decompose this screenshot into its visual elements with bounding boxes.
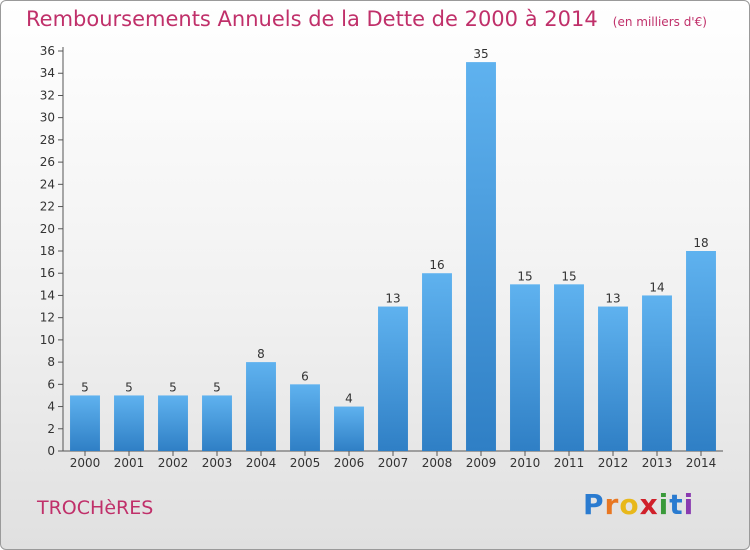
x-tick-label: 2013 <box>642 456 673 470</box>
bar <box>246 362 276 451</box>
bar-value-label: 13 <box>605 292 620 306</box>
y-tick-label: 22 <box>40 200 55 214</box>
y-tick-label: 24 <box>40 177 55 191</box>
y-tick-label: 16 <box>40 266 55 280</box>
bar-value-label: 5 <box>169 380 177 394</box>
bar <box>290 384 320 451</box>
logo-letter: o <box>619 488 640 521</box>
logo-letter: x <box>639 488 659 521</box>
x-tick-label: 2011 <box>554 456 585 470</box>
logo-letter: i <box>658 488 670 521</box>
bar-value-label: 15 <box>561 269 576 283</box>
logo-letter: t <box>669 488 684 521</box>
bar <box>114 395 144 451</box>
y-tick-label: 2 <box>47 422 55 436</box>
bar-value-label: 35 <box>473 47 488 61</box>
x-tick-label: 2012 <box>598 456 629 470</box>
bar <box>378 306 408 451</box>
y-tick-label: 6 <box>47 377 55 391</box>
bar <box>554 284 584 451</box>
bar <box>202 395 232 451</box>
y-tick-label: 12 <box>40 311 55 325</box>
chart-title: Remboursements Annuels de la Dette de 20… <box>26 7 598 31</box>
x-tick-label: 2005 <box>290 456 321 470</box>
x-tick-label: 2004 <box>246 456 277 470</box>
y-tick-label: 0 <box>47 444 55 458</box>
bar <box>466 62 496 451</box>
y-tick-label: 10 <box>40 333 55 347</box>
bar-value-label: 16 <box>429 258 444 272</box>
y-tick-label: 34 <box>40 66 55 80</box>
bar-value-label: 18 <box>693 236 708 250</box>
bar <box>422 273 452 451</box>
x-tick-label: 2000 <box>70 456 101 470</box>
x-tick-label: 2014 <box>686 456 717 470</box>
bar-value-label: 8 <box>257 347 265 361</box>
y-tick-label: 14 <box>40 288 55 302</box>
x-tick-label: 2002 <box>158 456 189 470</box>
logo-letter: r <box>604 488 620 521</box>
bar <box>334 406 364 451</box>
bar-value-label: 5 <box>213 380 221 394</box>
bar <box>70 395 100 451</box>
y-tick-label: 4 <box>47 400 55 414</box>
bar-value-label: 13 <box>385 292 400 306</box>
x-tick-label: 2006 <box>334 456 365 470</box>
y-tick-label: 36 <box>40 44 55 58</box>
x-tick-label: 2001 <box>114 456 145 470</box>
chart-title-line: Remboursements Annuels de la Dette de 20… <box>26 7 707 31</box>
x-tick-label: 2010 <box>510 456 541 470</box>
logo-letter: P <box>583 488 605 521</box>
x-tick-label: 2008 <box>422 456 453 470</box>
bar <box>686 251 716 451</box>
y-tick-label: 8 <box>47 355 55 369</box>
x-tick-label: 2003 <box>202 456 233 470</box>
y-tick-label: 20 <box>40 222 55 236</box>
chart-unit-note: (en milliers d'€) <box>612 15 707 29</box>
proxiti-logo: Proxiti <box>583 488 694 521</box>
y-tick-label: 18 <box>40 244 55 258</box>
x-tick-label: 2009 <box>466 456 497 470</box>
bar-value-label: 15 <box>517 269 532 283</box>
bar <box>598 306 628 451</box>
y-tick-label: 26 <box>40 155 55 169</box>
y-tick-label: 28 <box>40 133 55 147</box>
x-tick-label: 2007 <box>378 456 409 470</box>
y-tick-label: 30 <box>40 111 55 125</box>
bar-value-label: 4 <box>345 392 353 406</box>
bar <box>510 284 540 451</box>
bar <box>158 395 188 451</box>
bar <box>642 295 672 451</box>
bar-value-label: 5 <box>125 380 133 394</box>
bar-value-label: 14 <box>649 280 664 294</box>
bar-value-label: 6 <box>301 369 309 383</box>
y-tick-label: 32 <box>40 88 55 102</box>
commune-name: TROCHèRES <box>37 497 154 519</box>
bar-value-label: 5 <box>81 380 89 394</box>
logo-letter: i <box>683 488 695 521</box>
